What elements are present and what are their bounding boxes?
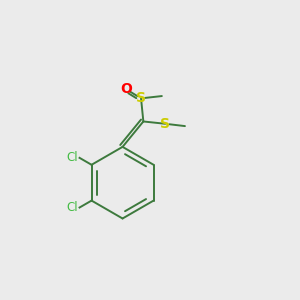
Text: S: S: [160, 117, 170, 131]
Text: Cl: Cl: [67, 201, 78, 214]
Text: Cl: Cl: [67, 152, 78, 164]
Text: S: S: [136, 92, 146, 105]
Text: O: O: [120, 82, 132, 96]
